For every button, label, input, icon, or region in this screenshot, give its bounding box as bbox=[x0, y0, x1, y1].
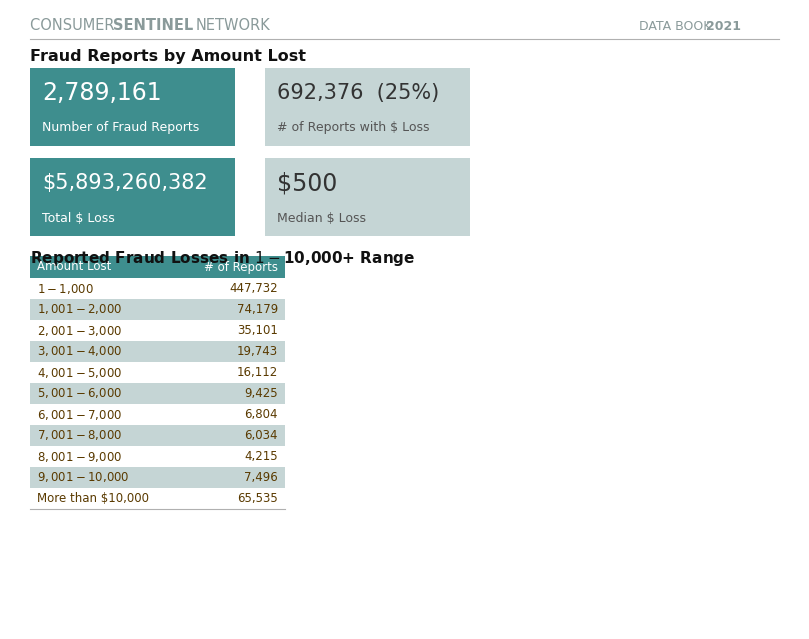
Text: Amount Lost: Amount Lost bbox=[37, 261, 112, 273]
Text: 19,743: 19,743 bbox=[237, 345, 278, 358]
Text: 7,496: 7,496 bbox=[244, 471, 278, 484]
Text: Median $ Loss: Median $ Loss bbox=[277, 212, 366, 224]
Text: $7,001 - $8,000: $7,001 - $8,000 bbox=[37, 429, 122, 442]
FancyBboxPatch shape bbox=[30, 158, 235, 236]
FancyBboxPatch shape bbox=[30, 256, 285, 278]
Text: CONSUMER: CONSUMER bbox=[30, 19, 119, 33]
Text: DATA BOOK: DATA BOOK bbox=[639, 20, 715, 33]
FancyBboxPatch shape bbox=[30, 299, 285, 320]
Text: 692,376  (25%): 692,376 (25%) bbox=[277, 83, 439, 103]
Text: $1 - $1,000: $1 - $1,000 bbox=[37, 282, 94, 295]
FancyBboxPatch shape bbox=[30, 341, 285, 362]
Text: More than $10,000: More than $10,000 bbox=[37, 492, 149, 505]
Text: 65,535: 65,535 bbox=[237, 492, 278, 505]
FancyBboxPatch shape bbox=[265, 68, 470, 146]
Text: $5,893,260,382: $5,893,260,382 bbox=[42, 173, 208, 193]
Text: Fraud Reports by Amount Lost: Fraud Reports by Amount Lost bbox=[30, 49, 306, 63]
FancyBboxPatch shape bbox=[30, 404, 285, 425]
Text: Reported Fraud Losses in $1 - $10,000+ Range: Reported Fraud Losses in $1 - $10,000+ R… bbox=[30, 249, 416, 268]
Text: 16,112: 16,112 bbox=[237, 366, 278, 379]
Text: # of Reports: # of Reports bbox=[204, 261, 278, 273]
Text: 2,789,161: 2,789,161 bbox=[42, 81, 162, 105]
Text: Total $ Loss: Total $ Loss bbox=[42, 212, 115, 224]
FancyBboxPatch shape bbox=[30, 68, 235, 146]
Text: $8,001 - $9,000: $8,001 - $9,000 bbox=[37, 449, 122, 463]
Text: SENTINEL: SENTINEL bbox=[113, 19, 198, 33]
FancyBboxPatch shape bbox=[30, 362, 285, 383]
Text: 4,215: 4,215 bbox=[244, 450, 278, 463]
Text: 35,101: 35,101 bbox=[237, 324, 278, 337]
Text: $2,001 - $3,000: $2,001 - $3,000 bbox=[37, 323, 122, 337]
Text: $1,001 - $2,000: $1,001 - $2,000 bbox=[37, 302, 122, 316]
FancyBboxPatch shape bbox=[30, 425, 285, 446]
Text: $9,001 - $10,000: $9,001 - $10,000 bbox=[37, 470, 129, 484]
Text: $500: $500 bbox=[277, 171, 337, 195]
Text: $4,001 - $5,000: $4,001 - $5,000 bbox=[37, 366, 122, 380]
FancyBboxPatch shape bbox=[30, 467, 285, 488]
Text: 2021: 2021 bbox=[706, 20, 741, 33]
FancyBboxPatch shape bbox=[30, 383, 285, 404]
Text: $5,001 - $6,000: $5,001 - $6,000 bbox=[37, 387, 122, 401]
FancyBboxPatch shape bbox=[30, 278, 285, 299]
Text: 6,034: 6,034 bbox=[244, 429, 278, 442]
FancyBboxPatch shape bbox=[30, 320, 285, 341]
Text: Number of Fraud Reports: Number of Fraud Reports bbox=[42, 121, 199, 134]
FancyBboxPatch shape bbox=[30, 488, 285, 509]
Text: NETWORK: NETWORK bbox=[196, 19, 271, 33]
Text: $6,001 - $7,000: $6,001 - $7,000 bbox=[37, 408, 122, 422]
Text: 6,804: 6,804 bbox=[244, 408, 278, 421]
FancyBboxPatch shape bbox=[30, 446, 285, 467]
Text: # of Reports with $ Loss: # of Reports with $ Loss bbox=[277, 121, 430, 134]
Text: 9,425: 9,425 bbox=[244, 387, 278, 400]
FancyBboxPatch shape bbox=[265, 158, 470, 236]
Text: $3,001 - $4,000: $3,001 - $4,000 bbox=[37, 344, 122, 358]
Text: 447,732: 447,732 bbox=[230, 282, 278, 295]
Text: 74,179: 74,179 bbox=[237, 303, 278, 316]
